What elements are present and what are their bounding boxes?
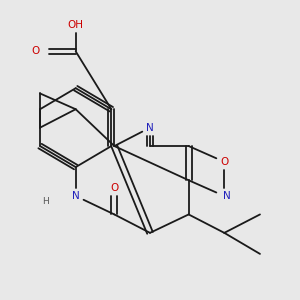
Text: N: N <box>72 191 80 201</box>
Text: O: O <box>32 46 40 56</box>
Text: H: H <box>43 197 49 206</box>
Text: O: O <box>110 183 118 193</box>
Text: OH: OH <box>68 20 84 30</box>
Text: N: N <box>223 191 231 201</box>
Text: O: O <box>220 157 228 167</box>
Text: N: N <box>146 123 154 133</box>
